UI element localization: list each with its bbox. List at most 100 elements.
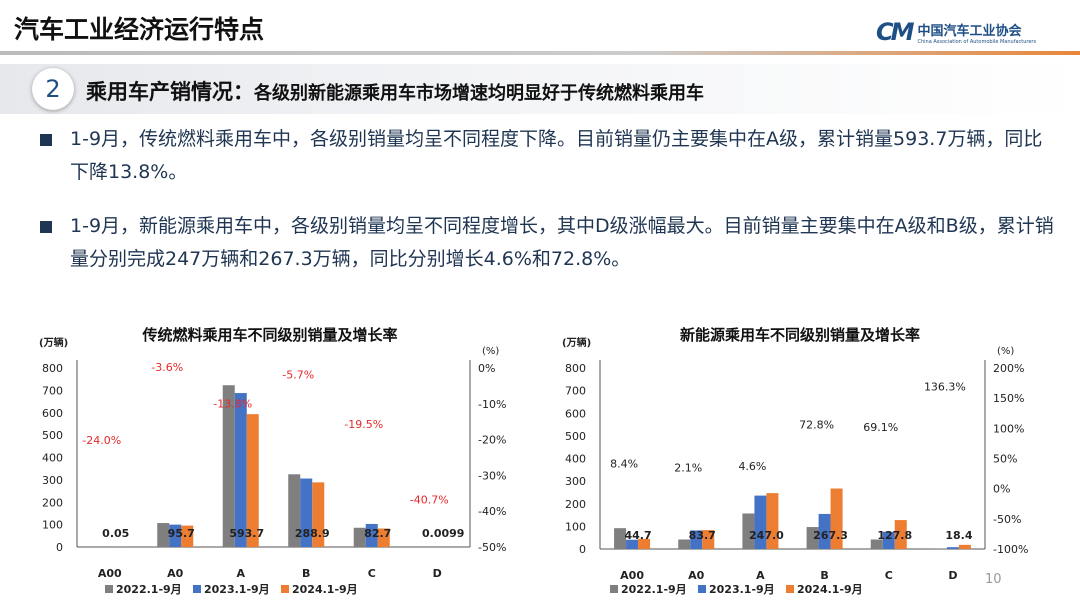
bullet-square-icon: [40, 221, 52, 233]
bullet-2: 1-9月，新能源乘用车中，各级别销量均呈不同程度增长，其中D级涨幅最大。目前销量…: [40, 210, 1060, 276]
data-label: 82.7: [364, 527, 391, 540]
data-label: 0.05: [102, 527, 129, 540]
y-tick-label: 0: [579, 543, 586, 556]
x-tick-label: A: [756, 569, 765, 582]
bar-B-0: [288, 474, 301, 547]
y-tick-label: 300: [565, 475, 586, 488]
bar-A-0: [222, 385, 235, 547]
y2-tick-label: 200%: [993, 362, 1024, 375]
bar-D-2: [958, 544, 971, 549]
bar-A0-1: [690, 530, 703, 549]
y-tick-label: 200: [565, 498, 586, 511]
bar-A-1: [234, 393, 247, 547]
bar-A00-1: [626, 539, 639, 549]
legend-label: 2023.1-9月: [709, 583, 775, 596]
section-title-main: 乘用车产销情况：: [86, 80, 254, 104]
y-tick-label: 0: [56, 541, 63, 554]
y-axis-unit: (万辆): [562, 336, 591, 349]
y-tick-label: 500: [42, 429, 63, 442]
growth-rate-label: 69.1%: [863, 421, 898, 434]
bar-D-1: [946, 547, 959, 549]
y-tick-label: 700: [42, 384, 63, 397]
bar-C-1: [365, 523, 378, 547]
data-label: 44.7: [625, 529, 652, 542]
header-divider: [0, 51, 1080, 55]
y2-tick-label: -50%: [478, 541, 506, 554]
bar-B-1: [818, 513, 831, 549]
growth-rate-label: -24.0%: [82, 434, 121, 447]
bar-A-2: [246, 414, 259, 547]
y2-tick-label: -30%: [478, 469, 506, 482]
y2-tick-label: -100%: [993, 543, 1028, 556]
bar-B-2: [830, 488, 843, 549]
bar-A0-0: [678, 539, 691, 549]
bar-A0-2: [181, 525, 194, 547]
section-subtitle: 各级别新能源乘用车市场增速均明显好于传统燃料乘用车: [254, 83, 704, 104]
growth-rate-label: -13.8%: [213, 397, 252, 410]
bar-B-1: [300, 478, 313, 547]
bullet-square-icon: [40, 134, 52, 146]
x-tick-label: D: [948, 569, 957, 582]
y2-tick-label: -40%: [478, 505, 506, 518]
logo-cn: 中国汽车工业协会: [917, 23, 1022, 39]
growth-rate-label: 2.1%: [674, 461, 702, 474]
data-label: 95.7: [168, 527, 195, 540]
data-label: 18.4: [945, 529, 972, 542]
section-title: 乘用车产销情况：各级别新能源乘用车市场增速均明显好于传统燃料乘用车: [86, 76, 704, 106]
y-tick-label: 400: [42, 452, 63, 465]
bar-B-2: [312, 482, 325, 547]
page-number: 10: [985, 572, 1002, 587]
growth-rate-label: -40.7%: [410, 494, 449, 507]
data-label: 288.9: [295, 527, 330, 540]
y2-tick-label: 0%: [478, 362, 495, 375]
bar-C-0: [870, 539, 883, 549]
bullet-text: 1-9月，新能源乘用车中，各级别销量均呈不同程度增长，其中D级涨幅最大。目前销量…: [70, 215, 1054, 270]
bar-A0-0: [157, 523, 170, 547]
growth-rate-label: 8.4%: [610, 458, 638, 471]
bar-A00-2: [638, 538, 651, 549]
legend-swatch: [786, 585, 794, 593]
y-tick-label: 100: [565, 520, 586, 533]
data-label: 0.0099: [422, 527, 464, 540]
x-tick-label: C: [368, 567, 376, 580]
y-tick-label: 300: [42, 474, 63, 487]
x-tick-label: B: [820, 569, 828, 582]
growth-rate-label: -3.6%: [151, 361, 183, 374]
legend-swatch: [281, 585, 289, 593]
y-tick-label: 600: [565, 407, 586, 420]
y-tick-label: 700: [565, 385, 586, 398]
y2-tick-label: -10%: [478, 398, 506, 411]
y2-tick-label: -50%: [993, 513, 1021, 526]
y2-tick-label: 50%: [993, 453, 1017, 466]
bar-B-0: [806, 527, 819, 549]
growth-rate-label: -5.7%: [282, 368, 314, 381]
logo-en: China Association of Automobile Manufact…: [917, 38, 1037, 45]
bar-C-2: [894, 520, 907, 549]
x-tick-label: A: [236, 567, 245, 580]
bar-A0-1: [169, 524, 182, 547]
bar-A00-0: [614, 528, 627, 549]
legend-swatch: [610, 585, 618, 593]
y-tick-label: 500: [565, 430, 586, 443]
data-label: 267.3: [813, 529, 848, 542]
x-tick-label: B: [302, 567, 310, 580]
section-banner: [0, 64, 1080, 114]
bar-A-1: [754, 495, 767, 549]
x-tick-label: A00: [620, 569, 644, 582]
legend-label: 2022.1-9月: [116, 583, 182, 596]
bar-A-0: [742, 513, 755, 549]
bullet-text: 1-9月，传统燃料乘用车中，各级别销量均呈不同程度下降。目前销量仍主要集中在A级…: [70, 128, 1043, 183]
x-tick-label: A0: [167, 567, 184, 580]
y-tick-label: 100: [42, 519, 63, 532]
data-label: 247.0: [749, 529, 784, 542]
slide-title: 汽车工业经济运行特点: [14, 15, 265, 44]
growth-rate-label: -19.5%: [344, 418, 383, 431]
legend-swatch: [698, 585, 706, 593]
legend-swatch: [193, 585, 201, 593]
bar-A-2: [766, 493, 779, 549]
data-label: 83.7: [689, 529, 716, 542]
caam-logo: CM 中国汽车工业协会 China Association of Automob…: [876, 18, 1036, 46]
legend-swatch: [105, 585, 113, 593]
x-tick-label: C: [885, 569, 893, 582]
